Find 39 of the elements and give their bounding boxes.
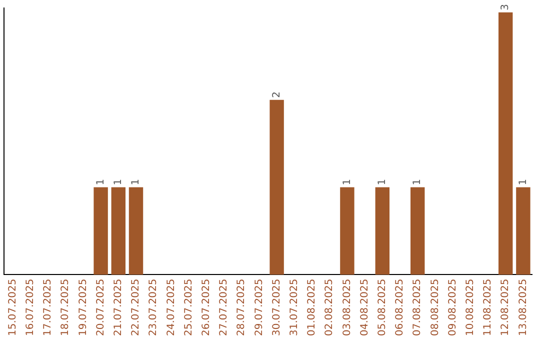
x-tick-label: 21.07.2025 bbox=[112, 278, 124, 336]
data-label: 1 bbox=[130, 178, 142, 186]
x-tick-label: 26.07.2025 bbox=[200, 278, 212, 336]
x-tick-label: 12.08.2025 bbox=[500, 278, 512, 336]
x-tick-label: 28.07.2025 bbox=[236, 278, 248, 336]
x-tick-label: 31.07.2025 bbox=[288, 278, 300, 336]
x-tick-label: 20.07.2025 bbox=[95, 278, 106, 336]
x-tick-label: 23.07.2025 bbox=[148, 278, 160, 336]
x-tick-label: 11.08.2025 bbox=[482, 278, 494, 336]
x-tick-label: 25.07.2025 bbox=[183, 278, 194, 336]
data-label: 2 bbox=[271, 91, 282, 98]
data-label: 1 bbox=[95, 178, 106, 186]
x-tick-label: 13.08.2025 bbox=[518, 278, 529, 336]
x-tick-label: 06.08.2025 bbox=[394, 278, 406, 336]
x-tick-label: 22.07.2025 bbox=[130, 278, 142, 336]
x-tick-label: 30.07.2025 bbox=[271, 278, 282, 336]
x-tick-label: 03.08.2025 bbox=[342, 278, 353, 336]
x-tick-label: 08.08.2025 bbox=[430, 278, 441, 336]
data-label: 1 bbox=[412, 178, 424, 186]
x-tick-label: 15.07.2025 bbox=[7, 278, 18, 336]
data-label: 1 bbox=[518, 178, 529, 186]
x-tick-label: 29.07.2025 bbox=[254, 278, 265, 336]
x-tick-label: 01.08.2025 bbox=[306, 278, 318, 336]
x-tick-label: 18.07.2025 bbox=[60, 278, 72, 336]
x-tick-label: 16.07.2025 bbox=[24, 278, 36, 336]
x-tick-label: 17.07.2025 bbox=[42, 278, 54, 336]
x-tick-label: 09.08.2025 bbox=[447, 278, 458, 336]
x-tick-label: 24.07.2025 bbox=[166, 278, 177, 336]
x-tick-label: 27.07.2025 bbox=[218, 278, 230, 336]
x-tick-label: 05.08.2025 bbox=[376, 278, 388, 336]
x-tick-label: 07.08.2025 bbox=[412, 278, 424, 336]
x-tick-label: 02.08.2025 bbox=[324, 278, 336, 336]
data-label: 1 bbox=[342, 178, 353, 186]
x-tick-label: 19.07.2025 bbox=[78, 278, 89, 336]
data-label: 1 bbox=[112, 178, 124, 186]
x-tick-label: 10.08.2025 bbox=[464, 278, 476, 336]
data-label: 1 bbox=[376, 178, 388, 186]
x-tick-label: 04.08.2025 bbox=[359, 278, 370, 336]
data-label: 3 bbox=[500, 4, 512, 10]
